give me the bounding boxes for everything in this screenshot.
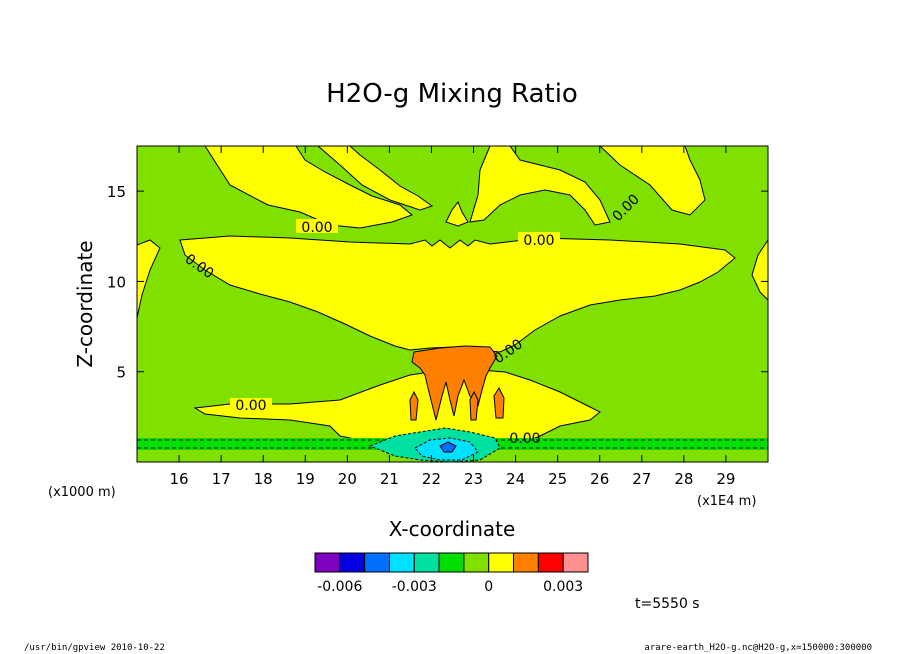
x-tick-label: 16: [170, 470, 189, 488]
contour-label: 0.00: [235, 398, 266, 414]
contour-label: 0.00: [523, 233, 554, 249]
footer-left: /usr/bin/gpview 2010-10-22: [24, 643, 165, 653]
contour-label: 0.00: [301, 220, 332, 236]
x-tick-label: 23: [464, 470, 483, 488]
orange-streak-3: [469, 390, 479, 421]
colorbar-swatch: [537, 552, 564, 573]
x-unit-right: (x1E4 m): [697, 494, 756, 509]
colorbar-tick-label: -0.003: [392, 579, 437, 595]
x-tick-label: 27: [632, 470, 651, 488]
colorbar-swatch: [388, 552, 415, 573]
time-label: t=5550 s: [635, 596, 700, 612]
negative-cluster-core: [439, 441, 457, 453]
positive-region-upper-left: [204, 146, 413, 229]
x-tick-label: 24: [506, 470, 525, 488]
positive-region-upper-right: [599, 146, 706, 216]
x-tick-label: 20: [338, 470, 357, 488]
positive-region-center-spike: [445, 200, 469, 227]
colorbar-swatch: [413, 552, 440, 573]
colorbar-swatch: [488, 552, 515, 573]
colorbar-swatch: [562, 552, 589, 573]
contour-label: 0.00: [509, 431, 540, 447]
colorbar-swatch: [463, 552, 490, 573]
positive-region-upper-left-2: [317, 146, 434, 211]
colorbar-tick-label: -0.006: [317, 579, 362, 595]
x-tick-label: 25: [548, 470, 567, 488]
positive-region-left-edge: [137, 239, 161, 319]
footer-right: arare-earth_H2O-g.nc@H2O-g,x=150000:3000…: [644, 643, 872, 653]
x-tick-label: 21: [380, 470, 399, 488]
colorbar-swatch: [314, 552, 341, 573]
colorbar-tick-label: 0.003: [543, 579, 583, 595]
orange-streak-2: [493, 386, 505, 419]
x-tick-label: 17: [212, 470, 231, 488]
positive-region-right-edge: [751, 239, 768, 301]
colorbar: -0.006 -0.003 0 0.003: [314, 552, 589, 595]
x-axis-label: X-coordinate: [389, 517, 516, 541]
plot-area: [137, 146, 768, 462]
x-tick-label: 18: [254, 470, 273, 488]
y-tick-label: 5: [116, 364, 126, 382]
y-axis-label: Z-coordinate: [73, 240, 97, 367]
chart-title: H2O-g Mixing Ratio: [326, 79, 578, 109]
colorbar-swatch: [364, 552, 390, 573]
plot-frame: [136, 145, 769, 463]
colorbar-swatch: [339, 552, 366, 573]
colorbar-swatch: [438, 552, 465, 573]
x-tick-label: 19: [296, 470, 315, 488]
x-unit-left: (x1000 m): [48, 485, 116, 500]
y-tick-label: 10: [107, 273, 126, 291]
positive-region-main: [179, 235, 736, 353]
colorbar-tick-label: 0: [484, 579, 493, 595]
y-tick-label: 15: [107, 183, 126, 201]
orange-streak-1: [409, 390, 419, 421]
x-axis: 16 17 18 19 20 21 22 23 24 25 26 27 28 29: [170, 146, 735, 488]
x-tick-label: 29: [716, 470, 735, 488]
x-tick-label: 22: [422, 470, 441, 488]
x-tick-label: 28: [674, 470, 693, 488]
positive-region-upper-right-2: [469, 146, 611, 226]
y-axis: 5 10 15: [107, 183, 768, 382]
x-tick-label: 26: [590, 470, 609, 488]
colorbar-swatch: [513, 552, 539, 573]
